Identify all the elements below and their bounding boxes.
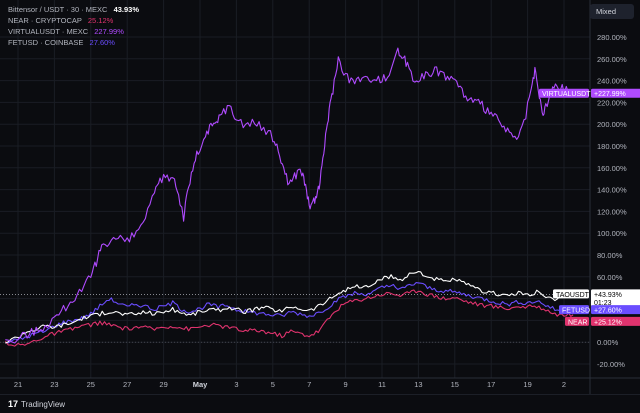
legend-row-virtual[interactable]: VIRTUALUSDT · MEXC 227.99%	[8, 26, 139, 37]
legend-name-near: NEAR · CRYPTOCAP	[8, 16, 82, 25]
y-tick-label: -20.00%	[597, 360, 625, 369]
tradingview-brand: TradingView	[21, 399, 66, 409]
price-tag-tao-text: +43.93%	[594, 292, 622, 299]
x-tick-label: 23	[50, 380, 58, 389]
legend-row-near[interactable]: NEAR · CRYPTOCAP 25.12%	[8, 15, 139, 26]
price-tag-virtual[interactable]: +227.99%	[591, 88, 640, 99]
price-tag-virtual-bg	[591, 88, 640, 98]
y-tick-label: 280.00%	[597, 33, 627, 42]
label-fetusd: FETUSD	[562, 308, 590, 315]
series-line-virtualusdt	[5, 47, 574, 344]
x-tick-label: 25	[87, 380, 95, 389]
x-tick-label: 27	[123, 380, 131, 389]
y-tick-label: 160.00%	[597, 164, 627, 173]
scale-mode-button[interactable]: Mixed	[590, 4, 634, 19]
legend-name-tao: Bittensor / USDT · 30 · MEXC	[8, 5, 108, 14]
y-tick-label: 200.00%	[597, 120, 627, 129]
price-tag-tao-text: 01:23	[594, 300, 612, 307]
price-tag-fet-bg	[591, 305, 640, 315]
label-near-bg	[565, 316, 589, 326]
price-tag-near-bg	[591, 316, 640, 326]
legend-value-fet: 27.60%	[89, 38, 115, 47]
x-tick-label: 11	[378, 380, 386, 389]
y-tick-label: 60.00%	[597, 273, 623, 282]
label-near: NEAR	[568, 319, 587, 326]
x-tick-label: May	[193, 380, 208, 389]
series-line-taousdt	[5, 270, 574, 344]
y-tick-label: 240.00%	[597, 77, 627, 86]
price-tag-near-text: +25.12%	[594, 319, 622, 326]
legend-value-tao: 43.93%	[113, 5, 140, 14]
y-tick-label: 0.00%	[597, 338, 619, 347]
x-tick-label: 3	[234, 380, 238, 389]
series-line-near	[4, 289, 574, 347]
x-tick-label: 15	[451, 380, 459, 389]
x-tick-label: 21	[14, 380, 22, 389]
x-tick-label: 5	[271, 380, 275, 389]
legend-value-virtual: 227.99%	[94, 27, 124, 36]
label-virtualusdt-bg	[539, 88, 589, 98]
y-tick-label: 120.00%	[597, 207, 627, 216]
label-taousdt: TAOUSDT	[556, 292, 590, 299]
price-chart[interactable]: 280.00%260.00%240.00%220.00%200.00%180.0…	[0, 0, 640, 394]
label-virtualusdt: VIRTUALUSDT	[542, 91, 591, 98]
footer: 17 TradingView	[0, 394, 640, 413]
price-tag-tao-bg	[591, 289, 640, 307]
price-tag-fet-text: +27.60%	[594, 308, 622, 315]
y-tick-label: 100.00%	[597, 229, 627, 238]
x-tick-label: 29	[159, 380, 167, 389]
legend-row-tao[interactable]: Bittensor / USDT · 30 · MEXC 43.93%	[8, 4, 139, 15]
x-tick-label: 2	[562, 380, 566, 389]
price-tag-tao[interactable]: +43.93%01:23	[591, 289, 640, 307]
legend-value-near: 25.12%	[87, 16, 114, 25]
x-tick-label: 19	[523, 380, 531, 389]
y-tick-label: 260.00%	[597, 55, 627, 64]
y-tick-label: 140.00%	[597, 186, 627, 195]
y-tick-label: 220.00%	[597, 98, 627, 107]
price-tag-near[interactable]: +25.12%	[591, 316, 640, 327]
series-line-fetusd	[5, 282, 574, 344]
legend: Bittensor / USDT · 30 · MEXC 43.93% NEAR…	[8, 4, 139, 48]
price-tag-virtual-text: +227.99%	[594, 91, 626, 98]
y-tick-label: 80.00%	[597, 251, 623, 260]
tradingview-logo-icon: 17	[8, 399, 19, 409]
x-tick-label: 9	[344, 380, 348, 389]
tradingview-logo[interactable]: 17 TradingView	[8, 399, 65, 409]
x-tick-label: 7	[307, 380, 311, 389]
label-taousdt-bg	[553, 289, 589, 299]
x-tick-label: 13	[414, 380, 422, 389]
legend-name-fet: FETUSD · COINBASE	[8, 38, 84, 47]
x-tick-label: 17	[487, 380, 495, 389]
label-fetusd-bg	[559, 305, 589, 315]
legend-row-fet[interactable]: FETUSD · COINBASE 27.60%	[8, 37, 139, 48]
y-tick-label: 180.00%	[597, 142, 627, 151]
price-tag-fet[interactable]: +27.60%	[591, 305, 640, 315]
legend-name-virtual: VIRTUALUSDT · MEXC	[8, 27, 89, 36]
